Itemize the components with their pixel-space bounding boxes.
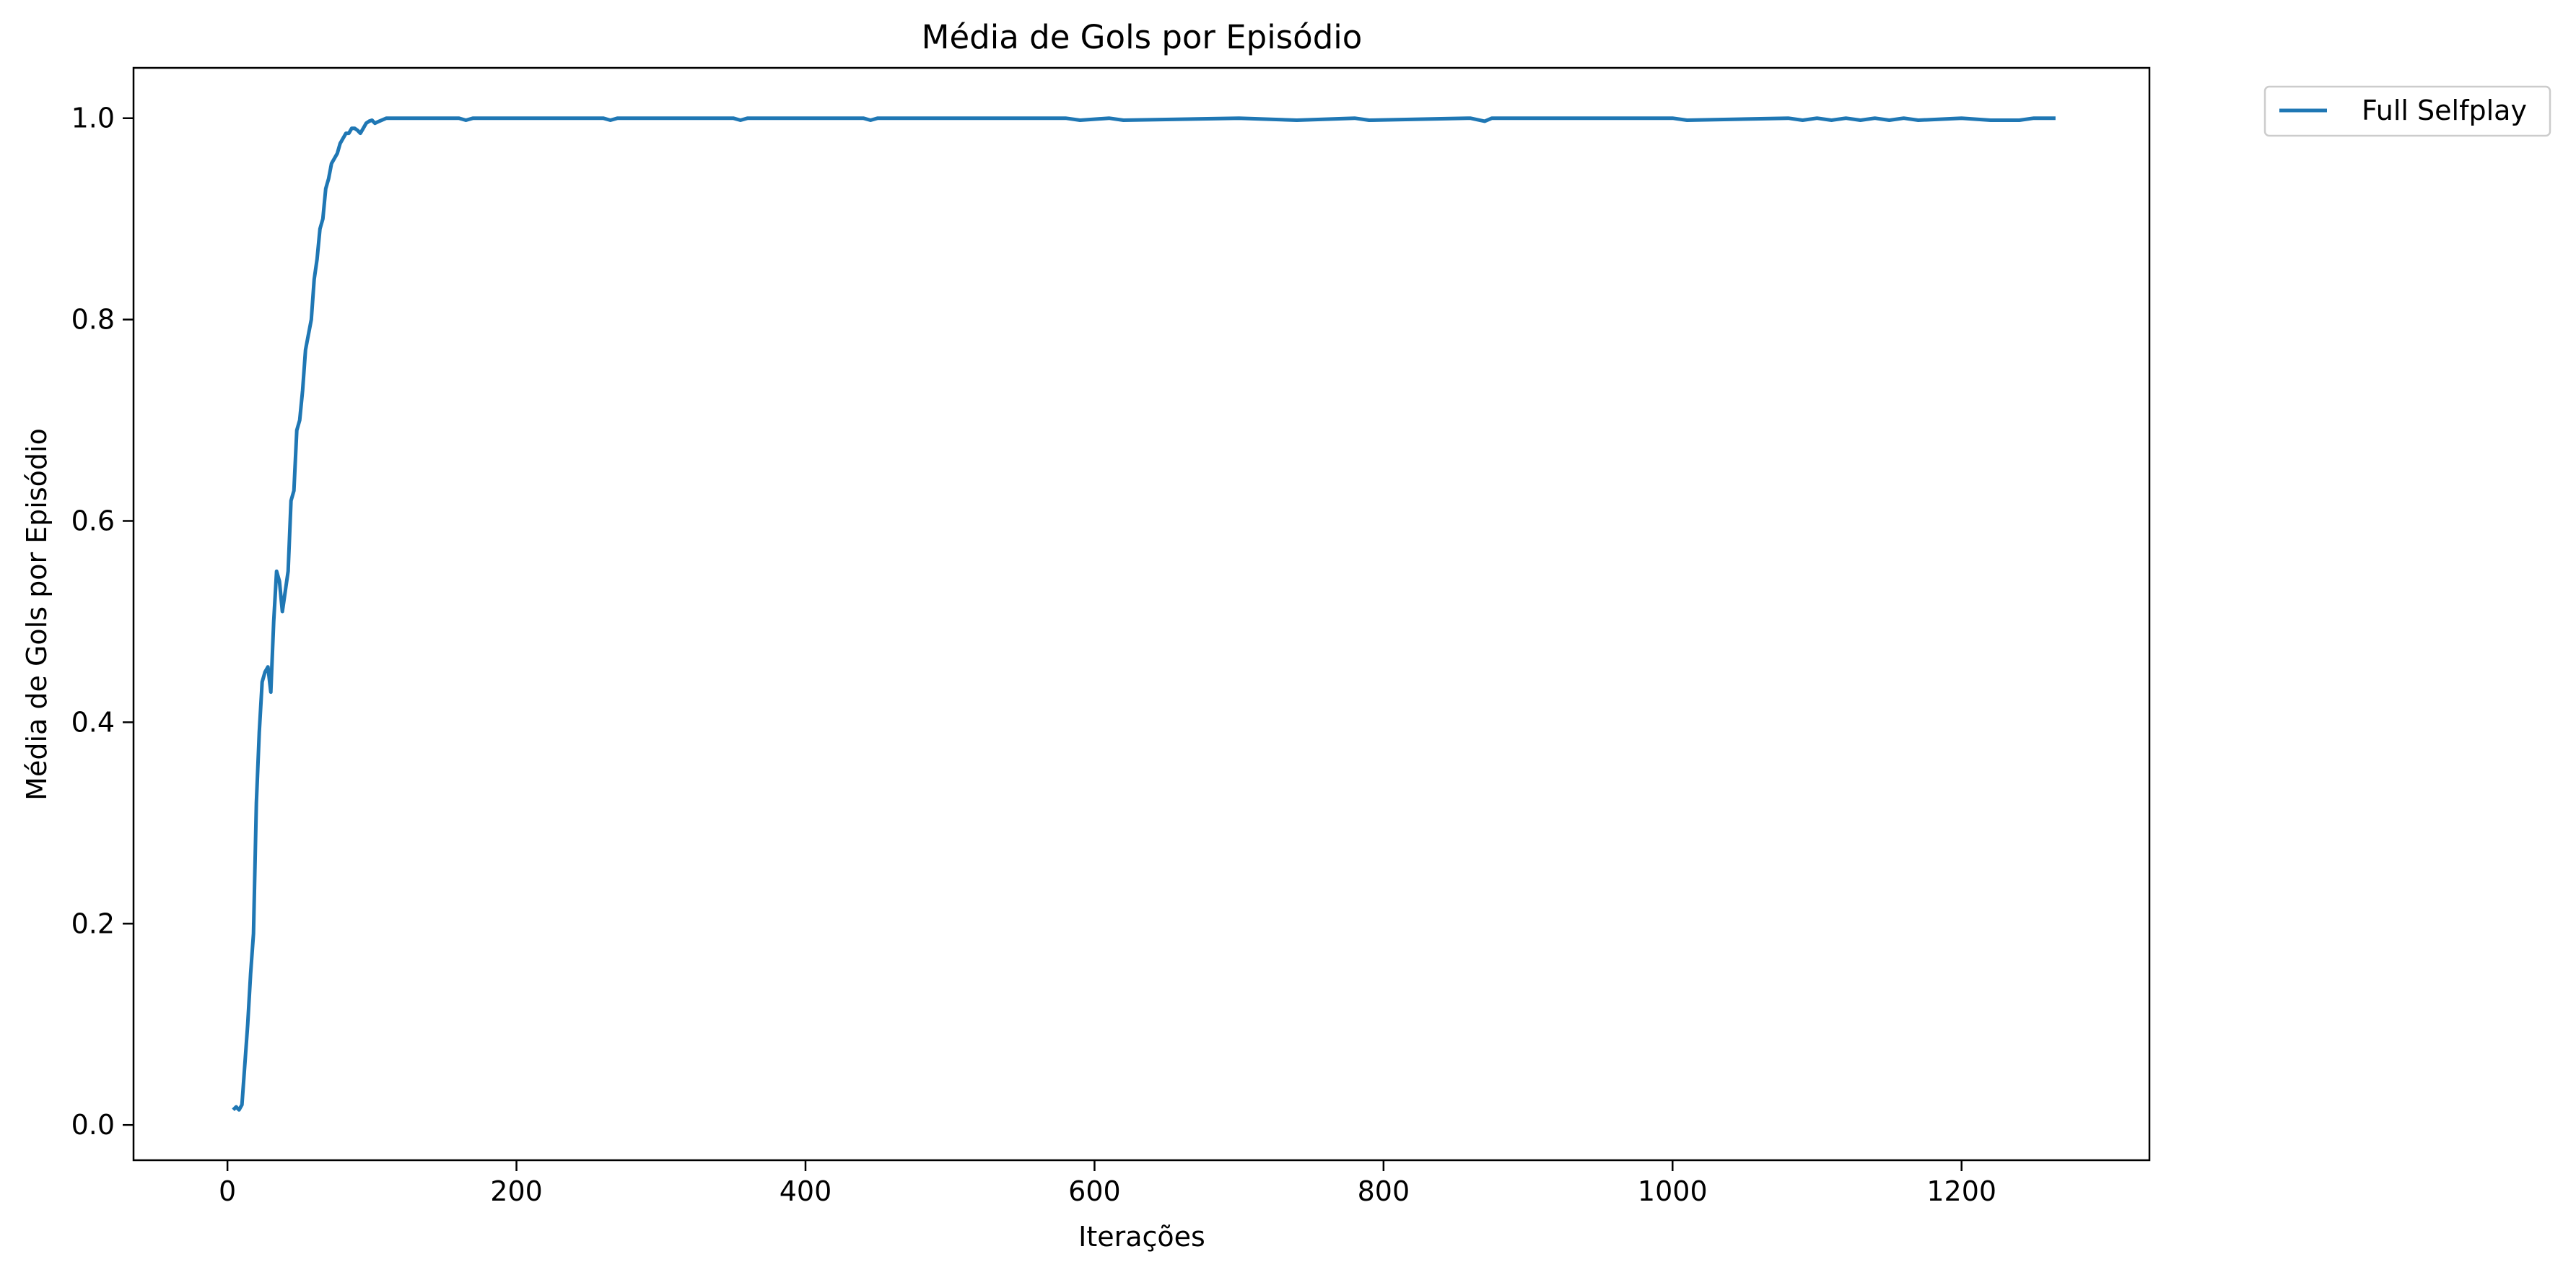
y-tick-label: 0.2 (71, 908, 115, 939)
x-tick-label: 1000 (1638, 1175, 1708, 1207)
x-tick-label: 1200 (1926, 1175, 1996, 1207)
x-axis-label: Iterações (1078, 1221, 1205, 1253)
legend-label-full-selfplay: Full Selfplay (2362, 95, 2527, 126)
x-axis: 0 200 400 600 800 1000 1200 (219, 1160, 1996, 1207)
y-tick-label: 0.4 (71, 706, 115, 738)
y-tick-label: 0.6 (71, 505, 115, 537)
y-axis-label: Média de Gols por Episódio (21, 428, 53, 801)
chart-title: Média de Gols por Episódio (922, 18, 1363, 56)
y-axis: 0.0 0.2 0.4 0.6 0.8 1.0 (71, 103, 134, 1141)
x-tick-label: 0 (219, 1175, 236, 1207)
plot-frame (132, 66, 2151, 1162)
y-tick-label: 1.0 (71, 103, 115, 134)
x-tick-label: 200 (490, 1175, 543, 1207)
y-tick-label: 0.0 (71, 1109, 115, 1141)
legend-frame (2263, 85, 2551, 137)
x-tick-label: 600 (1068, 1175, 1121, 1207)
legend: Full Selfplay (2263, 85, 2551, 137)
x-tick-label: 800 (1358, 1175, 1410, 1207)
x-tick-label: 400 (780, 1175, 832, 1207)
series-line-0 (232, 116, 2056, 1112)
y-tick-label: 0.8 (71, 304, 115, 336)
plot-area (132, 66, 2151, 1162)
